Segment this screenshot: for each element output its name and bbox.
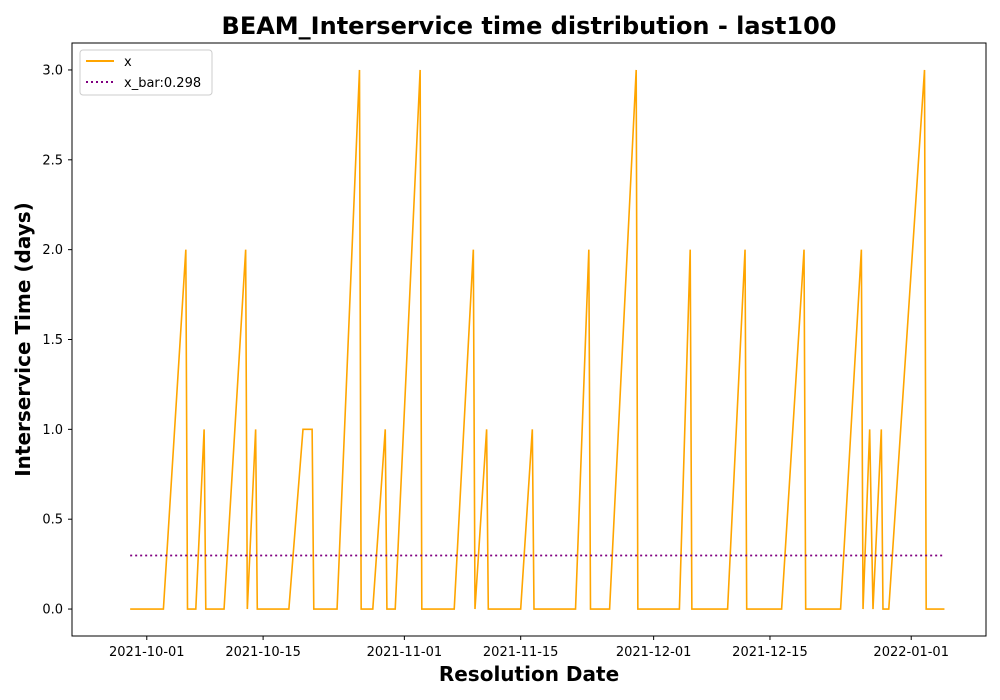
series-x-line [130,69,945,610]
legend-label-x-bar: x_bar:0.298 [124,76,201,91]
y-tick-label: 2.5 [42,153,63,168]
y-tick-label: 1.5 [42,333,63,348]
chart-title: BEAM_Interservice time distribution - la… [222,12,837,40]
plot-area: 0.0 0.5 1.0 1.5 2.0 2.5 3.0 2021-10-01 2021-10-1… [42,63,949,660]
x-tick-label: 2022-01-01 [873,645,949,660]
y-tick-label: 1.0 [42,423,63,438]
y-axis-label: Interservice Time (days) [11,202,35,477]
x-tick-label: 2021-12-15 [732,645,808,660]
x-axis-label: Resolution Date [439,662,619,686]
y-tick-label: 0.0 [42,603,63,618]
x-tick-label: 2021-11-01 [367,645,443,660]
legend-label-x: x [124,55,132,70]
x-tick-label: 2021-12-01 [616,645,692,660]
x-tick-label: 2021-10-01 [109,645,185,660]
x-tick-label: 2021-10-15 [225,645,301,660]
x-tick-label: 2021-11-15 [483,645,559,660]
y-tick-label: 3.0 [42,63,63,78]
y-tick-label: 2.0 [42,243,63,258]
legend: x x_bar:0.298 [79,49,213,96]
plot-frame [71,42,987,637]
y-tick-label: 0.5 [42,513,63,528]
